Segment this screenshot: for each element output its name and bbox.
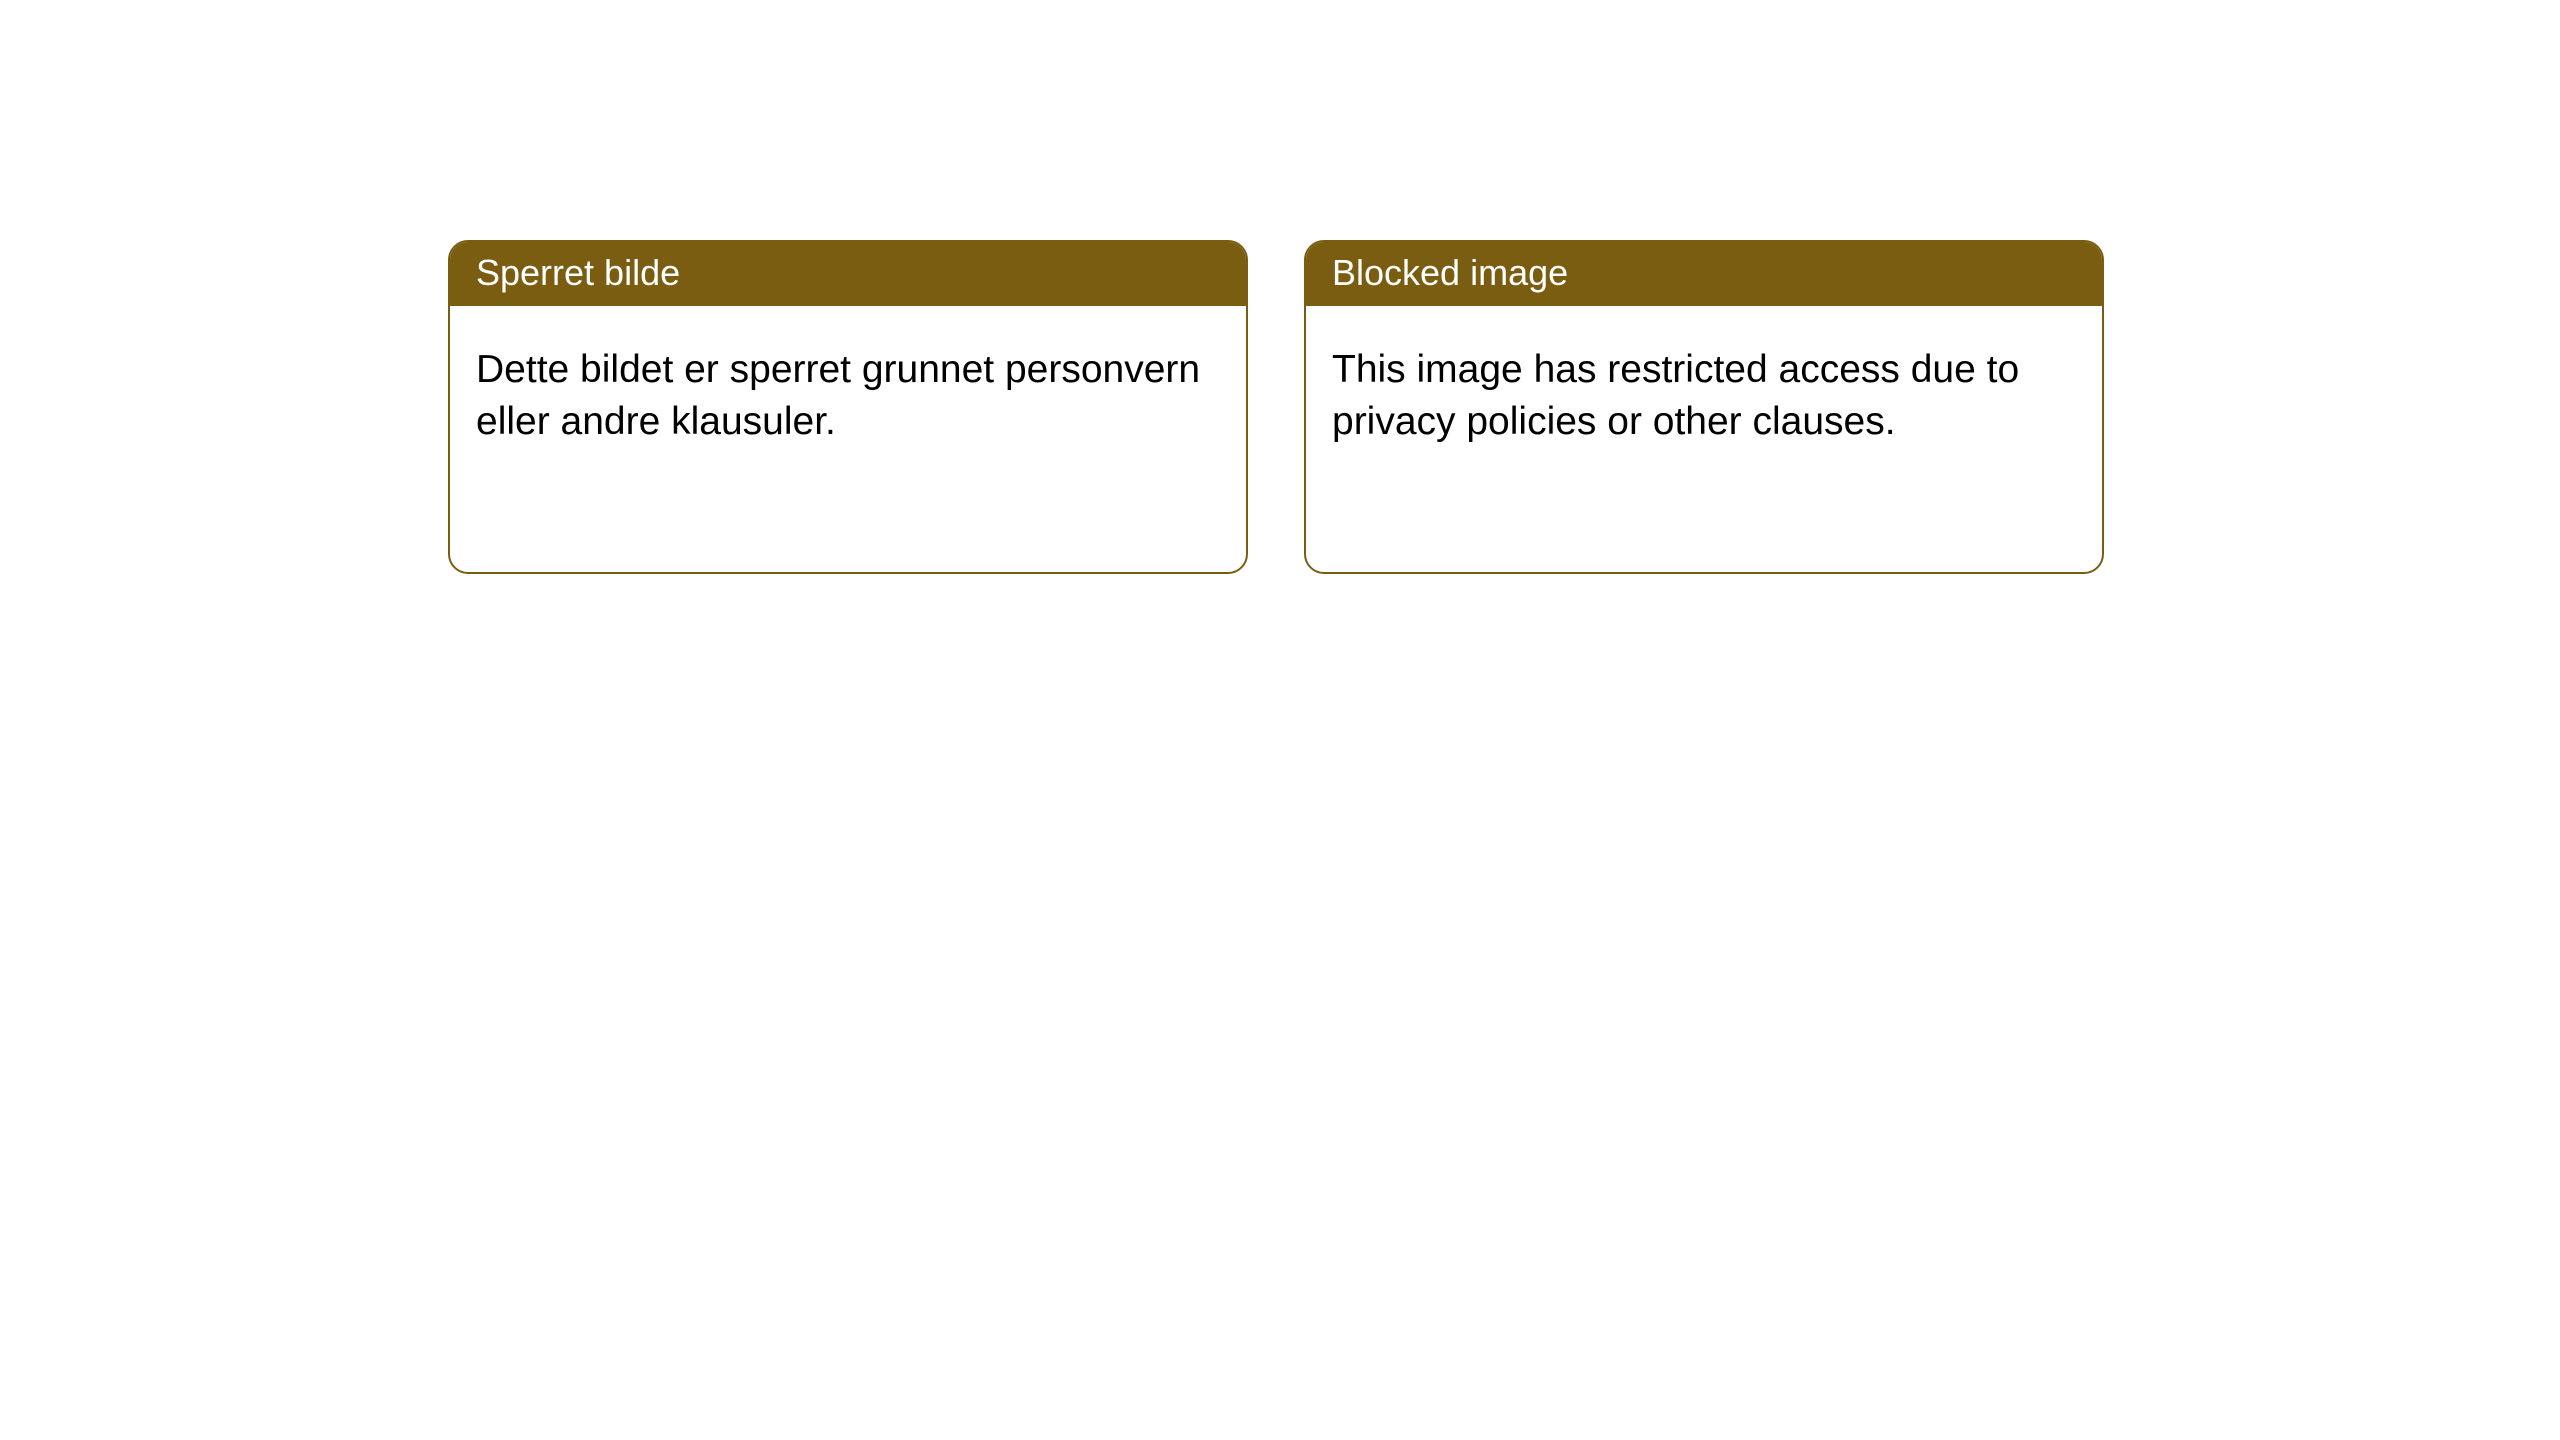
notice-container: Sperret bilde Dette bildet er sperret gr…	[0, 0, 2560, 574]
notice-box-norwegian: Sperret bilde Dette bildet er sperret gr…	[448, 240, 1248, 574]
notice-body: Dette bildet er sperret grunnet personve…	[450, 306, 1246, 475]
notice-header: Sperret bilde	[450, 242, 1246, 306]
notice-body: This image has restricted access due to …	[1306, 306, 2102, 475]
notice-box-english: Blocked image This image has restricted …	[1304, 240, 2104, 574]
notice-header: Blocked image	[1306, 242, 2102, 306]
